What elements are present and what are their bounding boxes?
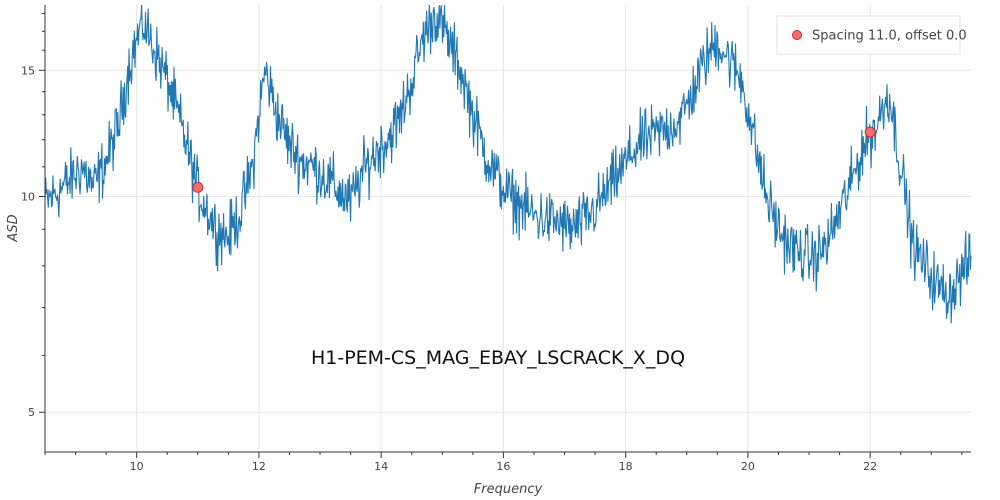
x-tick-label: 22 xyxy=(863,460,877,473)
y-axis-ticks: 5 10 15 xyxy=(21,13,45,419)
channel-annotation: H1-PEM-CS_MAG_EBAY_LSCRACK_X_DQ xyxy=(311,347,685,369)
y-axis-title: ASD xyxy=(6,214,21,242)
plot-background xyxy=(45,5,971,452)
y-tick-label: 15 xyxy=(21,64,35,77)
y-tick-label: 5 xyxy=(28,406,35,419)
x-axis-title: Frequency xyxy=(474,482,543,497)
legend[interactable]: Spacing 11.0, offset 0.0 xyxy=(776,15,967,55)
x-tick-label: 10 xyxy=(130,460,144,473)
legend-box xyxy=(776,15,961,55)
x-tick-label: 20 xyxy=(741,460,755,473)
asd-series-line xyxy=(44,4,972,324)
x-tick-label: 12 xyxy=(252,460,266,473)
spacing-marker-point xyxy=(864,126,876,138)
spacing-marker-point xyxy=(192,181,204,193)
legend-entry-label: Spacing 11.0, offset 0.0 xyxy=(812,29,967,44)
x-tick-label: 18 xyxy=(619,460,633,473)
x-tick-label: 14 xyxy=(374,460,388,473)
spacing-markers xyxy=(192,126,876,193)
asd-trace-path xyxy=(44,4,972,324)
axes xyxy=(44,5,971,453)
x-axis-ticks: 10 12 14 16 18 20 22 xyxy=(44,452,963,473)
y-tick-label: 10 xyxy=(21,190,35,203)
x-tick-label: 16 xyxy=(496,460,510,473)
legend-marker-icon xyxy=(792,30,802,40)
